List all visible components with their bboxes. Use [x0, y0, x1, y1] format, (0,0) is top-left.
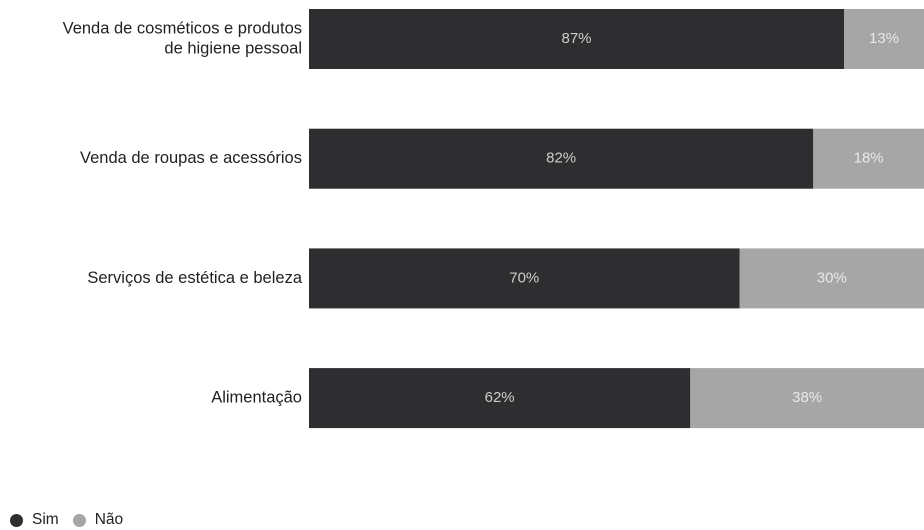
data-label-sim: 82%: [546, 150, 576, 167]
bar-segment-sim[interactable]: [309, 248, 740, 309]
bar-segment-nao[interactable]: [739, 248, 924, 309]
legend-swatch-nao: [72, 513, 86, 527]
category-label: Venda de roupas e acessórios: [80, 149, 302, 167]
bar-segment-nao[interactable]: [813, 128, 924, 189]
category-label: Serviços de estética e beleza: [87, 269, 302, 287]
data-label-sim: 87%: [562, 30, 592, 47]
data-label-nao: 13%: [869, 30, 899, 47]
data-label-nao: 18%: [854, 150, 884, 167]
data-label-sim: 70%: [509, 269, 539, 286]
bar-segment-nao[interactable]: [844, 9, 924, 69]
stacked-bar-chart: Venda de cosméticos e produtos de higiene…: [63, 9, 924, 429]
bar-segment-sim[interactable]: [309, 128, 814, 189]
data-label-nao: 38%: [792, 389, 822, 406]
legend-swatch-sim: [10, 513, 23, 527]
chart-legend: Sim Não: [10, 511, 137, 529]
data-label-nao: 30%: [817, 269, 847, 286]
legend-item-nao[interactable]: Não: [72, 511, 124, 529]
category-label: Alimentação: [211, 388, 302, 406]
bar-segment-sim[interactable]: [309, 368, 691, 429]
category-label: de higiene pessoal: [164, 39, 302, 57]
legend-label-nao: Não: [94, 511, 124, 528]
category-label: Venda de cosméticos e produtos: [63, 19, 302, 37]
data-label-sim: 62%: [485, 389, 515, 406]
legend-item-sim[interactable]: Sim: [10, 511, 59, 529]
bar-segment-sim[interactable]: [309, 9, 845, 69]
legend-label-sim: Sim: [32, 511, 59, 528]
bar-segment-nao[interactable]: [690, 368, 924, 429]
